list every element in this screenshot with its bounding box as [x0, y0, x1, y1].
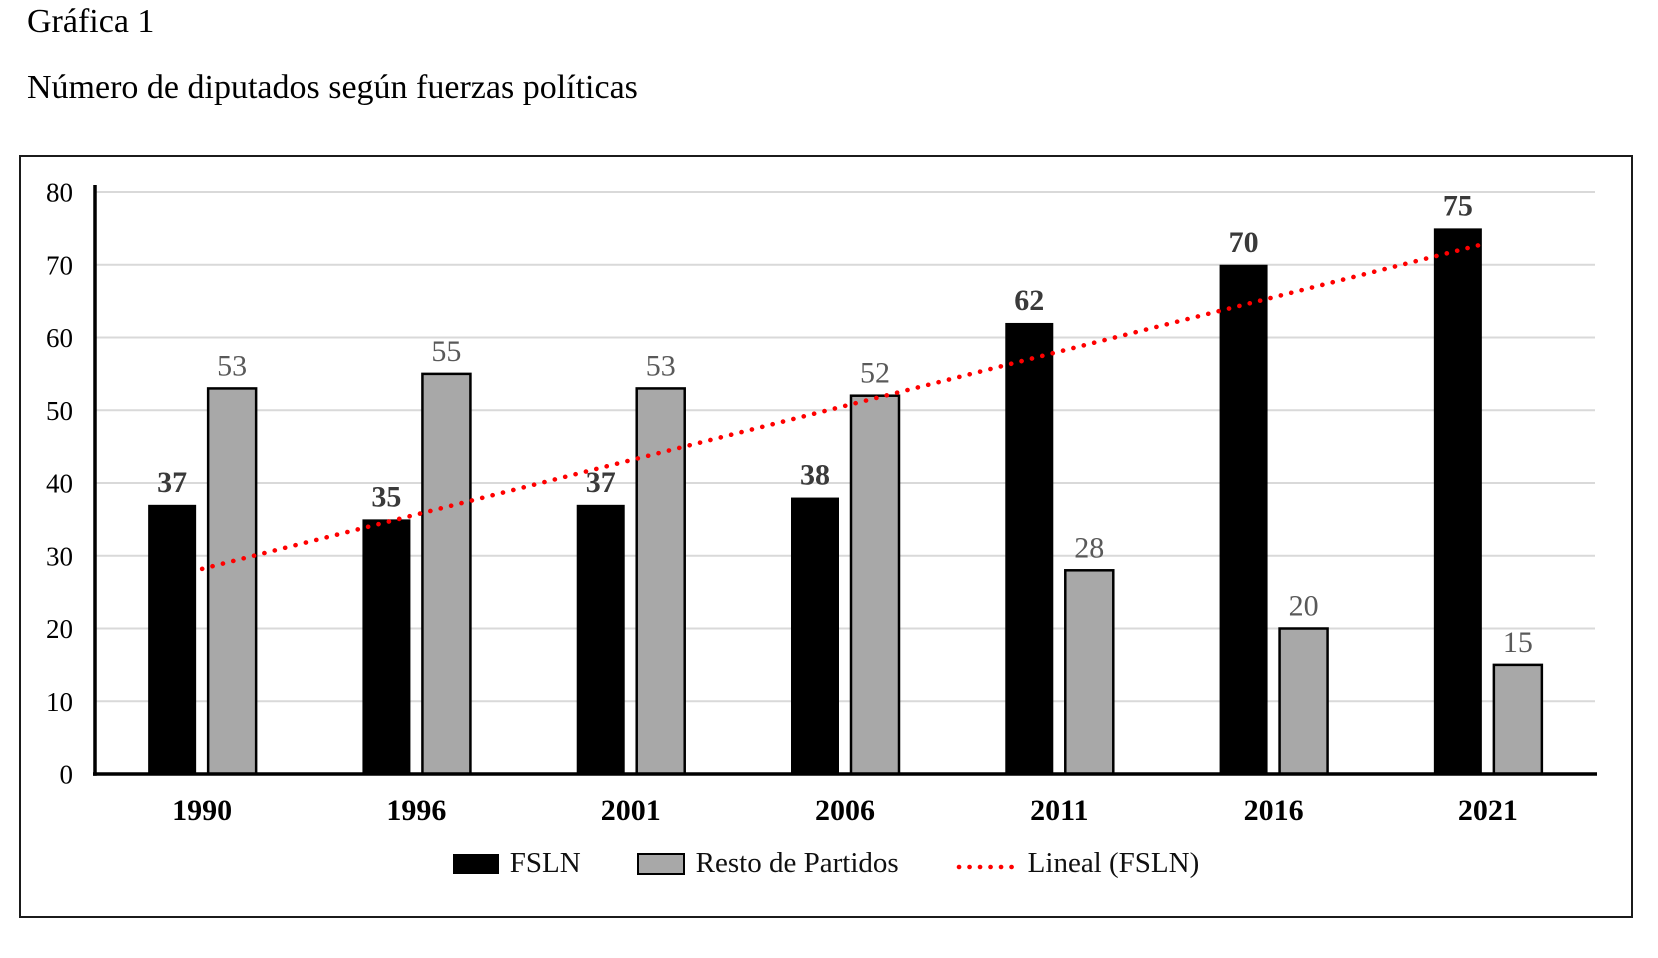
bar-fsln-2006: [791, 497, 839, 774]
bar-fsln-2011: [1005, 322, 1054, 774]
bar-label-resto-2006: 52: [860, 357, 890, 390]
trendline-swatch-icon: [955, 859, 1017, 869]
bar-label-resto-2016: 20: [1289, 590, 1319, 623]
xlabel-1996: 1996: [386, 794, 446, 827]
legend-item-lineal: Lineal (FSLN): [955, 847, 1200, 880]
ytick-0: 0: [60, 760, 74, 790]
xlabel-2021: 2021: [1458, 794, 1518, 827]
chart-frame: 0 10 20 30 40 50 60 70 80 37 53 1990 35 55 1996 37 53 200…: [19, 155, 1633, 918]
legend-label-resto: Resto de Partidos: [695, 847, 899, 879]
bar-fsln-1990: [148, 504, 197, 774]
ytick-40: 40: [46, 469, 73, 499]
legend-label-fsln: FSLN: [509, 847, 581, 879]
bar-resto-2016: [1278, 627, 1329, 776]
bar-label-fsln-1990: 37: [157, 466, 187, 499]
bar-resto-2011: [1064, 569, 1115, 776]
bar-label-resto-1990: 53: [217, 349, 247, 382]
ytick-30: 30: [46, 541, 73, 571]
ytick-20: 20: [46, 614, 73, 644]
xlabel-2011: 2011: [1030, 794, 1088, 827]
bar-resto-1990: [206, 387, 258, 776]
ytick-80: 80: [46, 178, 73, 208]
bar-fsln-2016: [1219, 264, 1268, 774]
bar-label-resto-2011: 28: [1074, 531, 1104, 564]
bar-label-fsln-2001: 37: [586, 466, 616, 499]
bar-resto-1996: [421, 372, 472, 776]
bar-fsln-1996: [362, 519, 411, 774]
figure-label: Gráfica 1: [27, 3, 155, 40]
bar-chart: 0 10 20 30 40 50 60 70 80 37 53 1990 35 55 1996 37 53 200…: [21, 157, 1631, 916]
legend-item-fsln: FSLN: [452, 847, 581, 880]
xlabel-1990: 1990: [172, 794, 232, 827]
legend-label-lineal: Lineal (FSLN): [1027, 847, 1200, 879]
trendline-fsln: [199, 240, 1491, 572]
xlabel-2001: 2001: [601, 794, 661, 827]
bar-label-fsln-1996: 35: [371, 480, 401, 513]
bar-label-fsln-2021: 75: [1443, 189, 1473, 222]
ytick-60: 60: [46, 323, 73, 353]
bar-label-resto-2021: 15: [1503, 626, 1533, 659]
bar-label-fsln-2006: 38: [800, 459, 830, 492]
bar-label-resto-1996: 55: [431, 335, 461, 368]
ytick-70: 70: [46, 250, 73, 280]
resto-series-swatch-icon: [636, 852, 685, 875]
bar-label-fsln-2016: 70: [1229, 226, 1259, 259]
bar-fsln-2001: [576, 504, 625, 774]
bar-label-resto-2001: 53: [646, 349, 676, 382]
figure-title: Número de diputados según fuerzas políti…: [27, 69, 638, 106]
chart-legend: FSLN Resto de Partidos Lineal (FSLN): [21, 847, 1631, 880]
legend-item-resto: Resto de Partidos: [636, 847, 899, 880]
fsln-series-swatch-icon: [452, 853, 499, 874]
bar-fsln-2021: [1433, 228, 1482, 774]
xlabel-2016: 2016: [1244, 794, 1304, 827]
bar-resto-2021: [1492, 663, 1544, 776]
ytick-10: 10: [46, 687, 73, 717]
gridlines: [95, 191, 1595, 703]
ytick-50: 50: [46, 396, 73, 426]
bar-resto-2006: [849, 394, 901, 776]
bar-label-fsln-2011: 62: [1014, 284, 1044, 317]
xlabel-2006: 2006: [815, 794, 875, 827]
bar-resto-2001: [635, 387, 686, 776]
